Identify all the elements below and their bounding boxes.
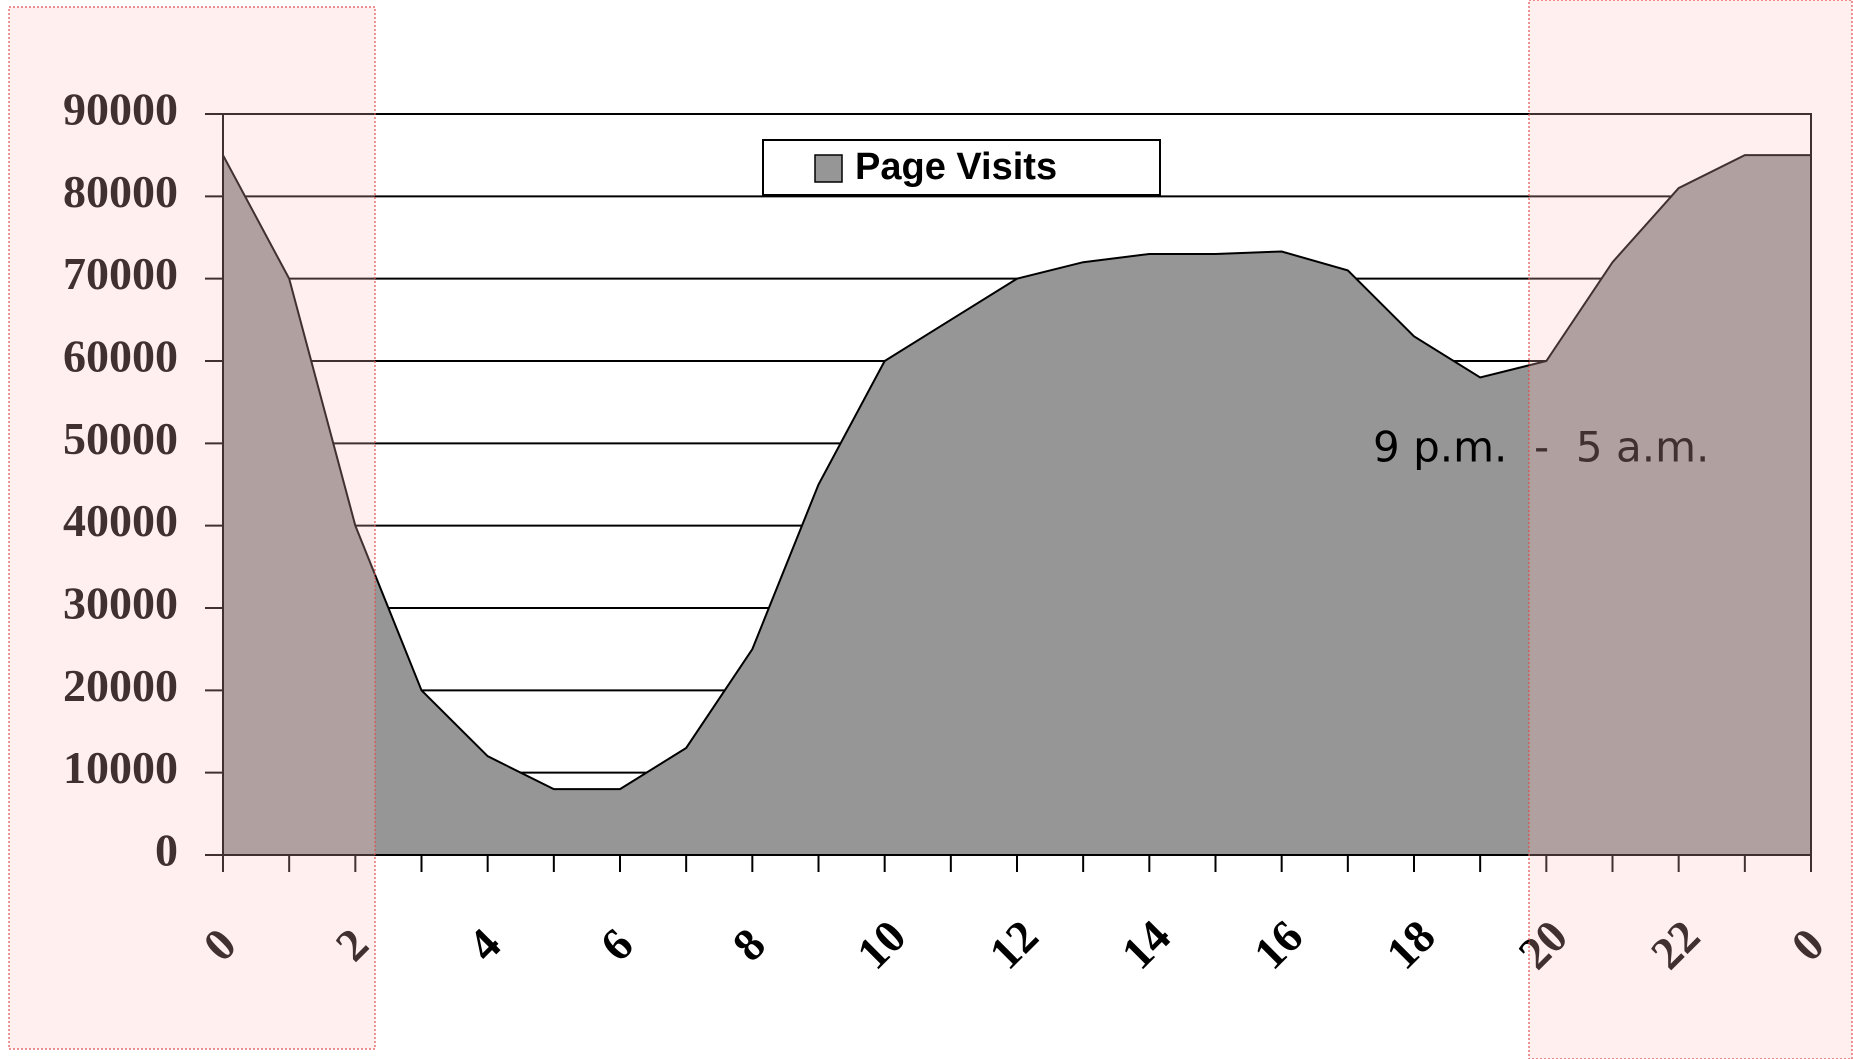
legend-swatch [814,154,843,183]
plot-area: 0 10000 20000 30000 40000 50000 60000 70000 8000… [63,84,1834,979]
x-tick-label: 4 [458,918,510,970]
x-tick-label: 6 [590,918,642,970]
y-tick-label: 20000 [63,660,178,711]
x-tick-label: 18 [1376,910,1445,979]
x-tick-label: 8 [723,918,775,970]
y-tick-label: 30000 [63,578,178,629]
night-shade [1528,0,1853,1059]
y-tick-label: 60000 [63,331,178,382]
y-tick-label: 80000 [63,166,178,217]
x-tick-label: 12 [979,910,1048,979]
x-tick-label: 16 [1244,910,1313,979]
y-tick-label: 70000 [63,248,178,299]
night-shade [8,6,376,1050]
area [222,154,1812,856]
y-tick-label: 40000 [63,495,178,546]
y-tick-label: 0 [155,825,178,876]
annotation: 9 p.m. - 5 a.m. [1373,423,1709,472]
legend-label: Page Visits [855,146,1057,188]
y-tick-label: 10000 [63,742,178,793]
x-tick-label: 14 [1112,910,1181,979]
y-tick-label: 50000 [63,413,178,464]
y-tick-label: 90000 [63,84,178,135]
x-tick-label: 10 [847,910,916,979]
